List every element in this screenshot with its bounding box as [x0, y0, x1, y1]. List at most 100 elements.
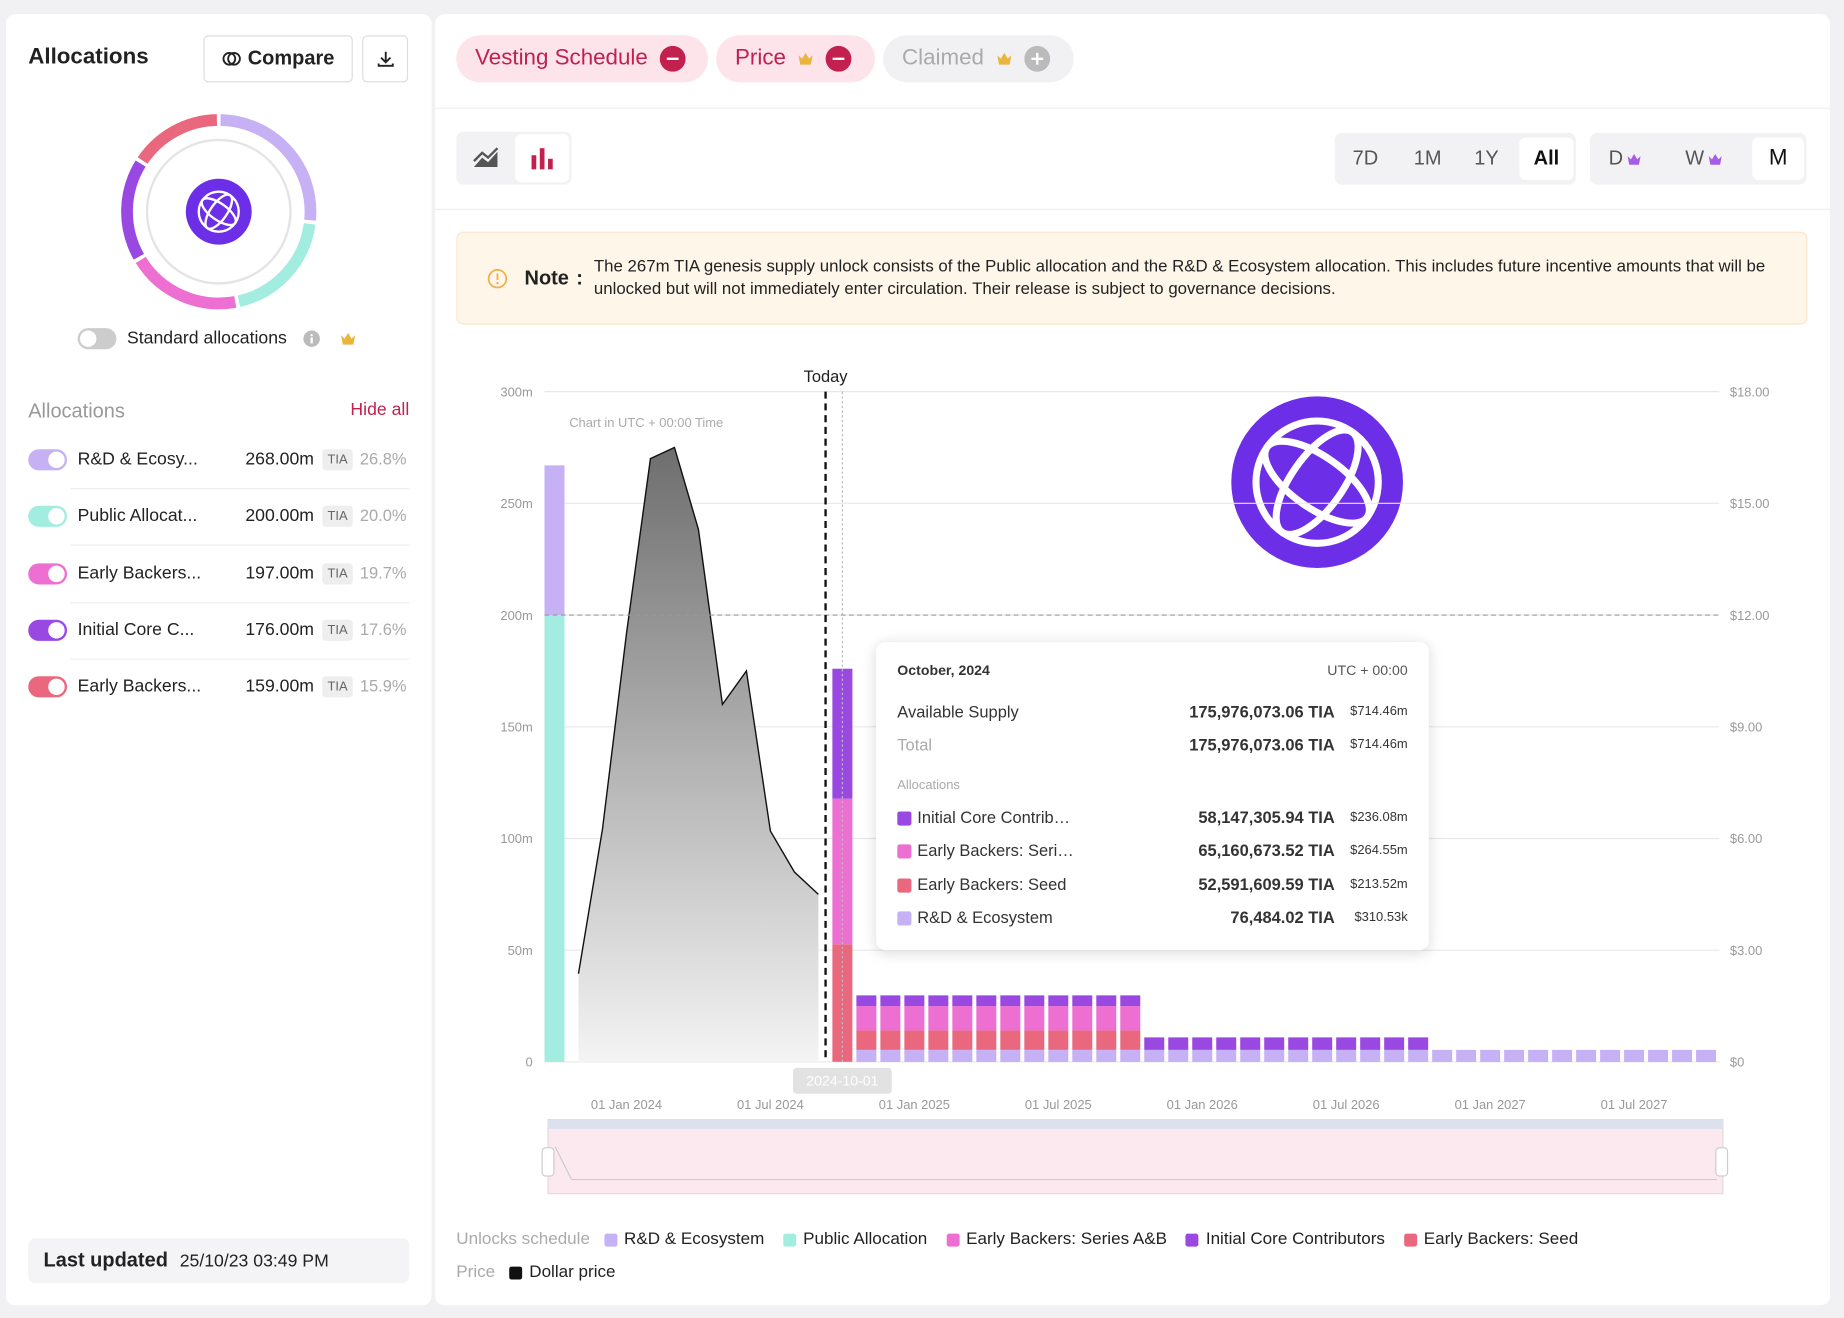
watermark-logo [1231, 396, 1403, 569]
area-chart-button[interactable] [473, 147, 499, 171]
bar-segment [544, 615, 565, 1062]
bar-segment [1264, 1037, 1285, 1050]
tab[interactable]: Claimed [883, 35, 1074, 83]
range-option[interactable]: 1M [1413, 147, 1442, 170]
bar-segment [1048, 1030, 1069, 1050]
last-updated-label: Last updated [43, 1248, 168, 1272]
bar-segment [1120, 1030, 1141, 1050]
tooltip-row-amount: 175,976,073.06 TIA [1189, 702, 1335, 721]
tooltip-swatch [897, 878, 912, 893]
legend-swatch [1185, 1233, 1199, 1246]
allocation-name: Public Allocat... [77, 506, 198, 527]
crosshair-label-box [792, 1067, 892, 1094]
note-text: The 267m TIA genesis supply unlock consi… [593, 257, 1766, 299]
allocation-share: 17.6% [359, 619, 407, 639]
allocation-amount: 197.00m [245, 562, 314, 583]
allocation-toggle[interactable] [28, 676, 68, 698]
hide-all[interactable]: Hide all [350, 399, 410, 420]
bar-segment [1552, 1049, 1573, 1062]
tooltip-item-amount: 58,147,305.94 TIA [1198, 807, 1335, 827]
bar-segment [904, 1030, 925, 1050]
bar-segment [1072, 995, 1093, 1007]
allocation-amount: 176.00m [245, 619, 314, 640]
bar-segment [832, 668, 853, 799]
allocation-unit: TIA [322, 562, 353, 585]
bar-segment [1072, 1030, 1093, 1050]
bar-chart-button[interactable] [515, 134, 570, 183]
range-slider[interactable] [541, 1118, 1729, 1195]
bar-segment [1096, 1030, 1117, 1050]
y2-tick-label: $15.00 [1730, 496, 1770, 511]
crown-icon [1708, 153, 1722, 165]
legend-group-label: Price [456, 1263, 496, 1282]
download-button[interactable] [362, 35, 409, 83]
bar-segment [976, 1049, 997, 1062]
tab[interactable]: Price [716, 35, 875, 83]
y-tick-label: 150m [500, 719, 532, 734]
y-tick-label: 300m [500, 384, 532, 399]
bar-segment [1336, 1037, 1357, 1050]
allocation-toggle[interactable] [28, 506, 68, 528]
bar-segment [1216, 1049, 1237, 1062]
allocation-name: Early Backers... [77, 562, 202, 583]
tooltip-row-label: Total [897, 735, 933, 754]
interval-option[interactable]: W [1677, 138, 1731, 180]
compare-button[interactable]: Compare [203, 35, 353, 83]
bar-segment [856, 1030, 877, 1050]
bar-segment [856, 1049, 877, 1062]
interval-group: D W M [1589, 132, 1807, 185]
tab[interactable]: Vesting Schedule [456, 35, 708, 83]
range-option[interactable]: 1Y [1474, 147, 1499, 170]
timezone-note: Chart in UTC + 00:00 Time [569, 415, 723, 430]
allocation-toggle[interactable] [28, 619, 68, 641]
bar-segment [1240, 1037, 1261, 1050]
bar-segment [856, 995, 877, 1007]
legend-row: Price Dollar price [456, 1261, 1590, 1285]
legend-label: R&D & Ecosystem [624, 1230, 765, 1249]
bar-segment [904, 1006, 925, 1031]
y2-tick-label: $12.00 [1730, 608, 1770, 623]
today-label: Today [804, 368, 849, 386]
crosshair-label: 2024-10-01 [806, 1072, 878, 1088]
allocation-share: 20.0% [359, 506, 407, 525]
legend-label: Early Backers: Series A&B [966, 1230, 1168, 1249]
bar-segment [1312, 1037, 1333, 1050]
allocation-amount: 159.00m [245, 676, 314, 697]
tooltip: October, 2024 UTC + 00:00 Available Supply… [876, 642, 1429, 951]
toggle-label: Standard allocations [127, 328, 287, 349]
range-option[interactable]: All [1519, 137, 1574, 180]
bar-segment [1096, 1049, 1117, 1062]
price-area [578, 447, 819, 1062]
allocation-name: Early Backers... [77, 676, 202, 697]
standard-toggle[interactable] [77, 328, 117, 350]
bar-segment [1192, 1049, 1213, 1062]
bar-segment [952, 1049, 973, 1062]
tab-label: Claimed [902, 45, 984, 71]
tooltip-item-usd: $236.08m [1350, 810, 1408, 825]
y2-tick-label: $6.00 [1730, 831, 1762, 846]
y2-tick-label: $0 [1730, 1055, 1744, 1070]
tooltip-item-usd: $310.53k [1354, 910, 1408, 925]
allocation-toggle[interactable] [28, 449, 68, 471]
allocation-name: R&D & Ecosy... [77, 449, 198, 470]
bar-segment [1336, 1049, 1357, 1062]
bar-segment [1576, 1049, 1597, 1062]
bar-icon [531, 148, 553, 170]
bar-segment [928, 995, 949, 1007]
bar-segment [1360, 1037, 1381, 1050]
y-tick-label: 100m [500, 831, 532, 846]
x-tick-label: 01 Jul 2027 [1601, 1097, 1668, 1112]
chart-type-group [456, 131, 572, 185]
interval-option[interactable]: M [1752, 137, 1805, 180]
interval-option[interactable]: D [1599, 138, 1651, 180]
download-icon [377, 51, 394, 67]
row-divider [70, 601, 410, 603]
crown-icon [1627, 153, 1641, 165]
range-option[interactable]: 7D [1352, 147, 1379, 170]
bar-segment [1120, 1006, 1141, 1031]
bar-segment [1000, 1049, 1021, 1062]
bar-segment [1024, 1006, 1045, 1031]
logo [185, 178, 252, 245]
allocation-toggle[interactable] [28, 562, 68, 585]
bar-segment [928, 1030, 949, 1050]
